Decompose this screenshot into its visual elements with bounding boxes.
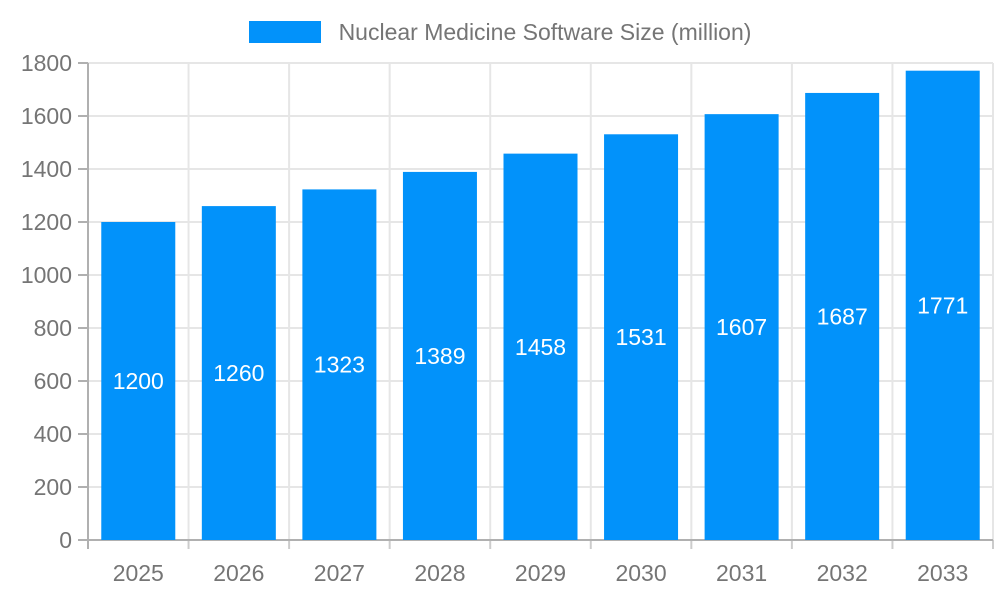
bar xyxy=(302,189,377,540)
bar xyxy=(101,222,176,540)
bar-value-label: 1687 xyxy=(817,303,868,329)
x-axis-label: 2026 xyxy=(213,560,264,586)
legend: Nuclear Medicine Software Size (million) xyxy=(0,17,1000,47)
y-axis-label: 1800 xyxy=(21,50,72,76)
bar xyxy=(604,134,679,540)
bar xyxy=(201,206,276,540)
x-axis-label: 2027 xyxy=(314,560,365,586)
bar-value-label: 1458 xyxy=(515,334,566,360)
y-axis-label: 200 xyxy=(34,474,72,500)
x-axis-label: 2032 xyxy=(817,560,868,586)
y-axis-label: 1600 xyxy=(21,103,72,129)
bar-value-label: 1200 xyxy=(113,368,164,394)
bar xyxy=(805,92,880,540)
y-axis-label: 400 xyxy=(34,421,72,447)
bar xyxy=(905,70,980,540)
bar-value-label: 1323 xyxy=(314,352,365,378)
bar xyxy=(503,153,578,540)
y-axis-label: 0 xyxy=(59,527,72,553)
x-axis-label: 2028 xyxy=(414,560,465,586)
bar-value-label: 1531 xyxy=(615,324,666,350)
y-axis-label: 800 xyxy=(34,315,72,341)
x-axis-label: 2030 xyxy=(615,560,666,586)
bar-value-label: 1389 xyxy=(414,343,465,369)
bar-value-label: 1771 xyxy=(917,292,968,318)
bar-value-label: 1607 xyxy=(716,314,767,340)
y-axis-label: 600 xyxy=(34,368,72,394)
legend-label: Nuclear Medicine Software Size (million) xyxy=(338,18,752,45)
bar xyxy=(402,171,477,541)
y-axis-label: 1200 xyxy=(21,209,72,235)
x-axis-label: 2025 xyxy=(113,560,164,586)
bar xyxy=(704,114,779,541)
x-axis-label: 2033 xyxy=(917,560,968,586)
legend-swatch xyxy=(248,21,321,43)
x-axis-label: 2031 xyxy=(716,560,767,586)
y-axis-label: 1000 xyxy=(21,262,72,288)
y-axis-label: 1400 xyxy=(21,156,72,182)
bar-value-label: 1260 xyxy=(213,360,264,386)
x-axis-label: 2029 xyxy=(515,560,566,586)
